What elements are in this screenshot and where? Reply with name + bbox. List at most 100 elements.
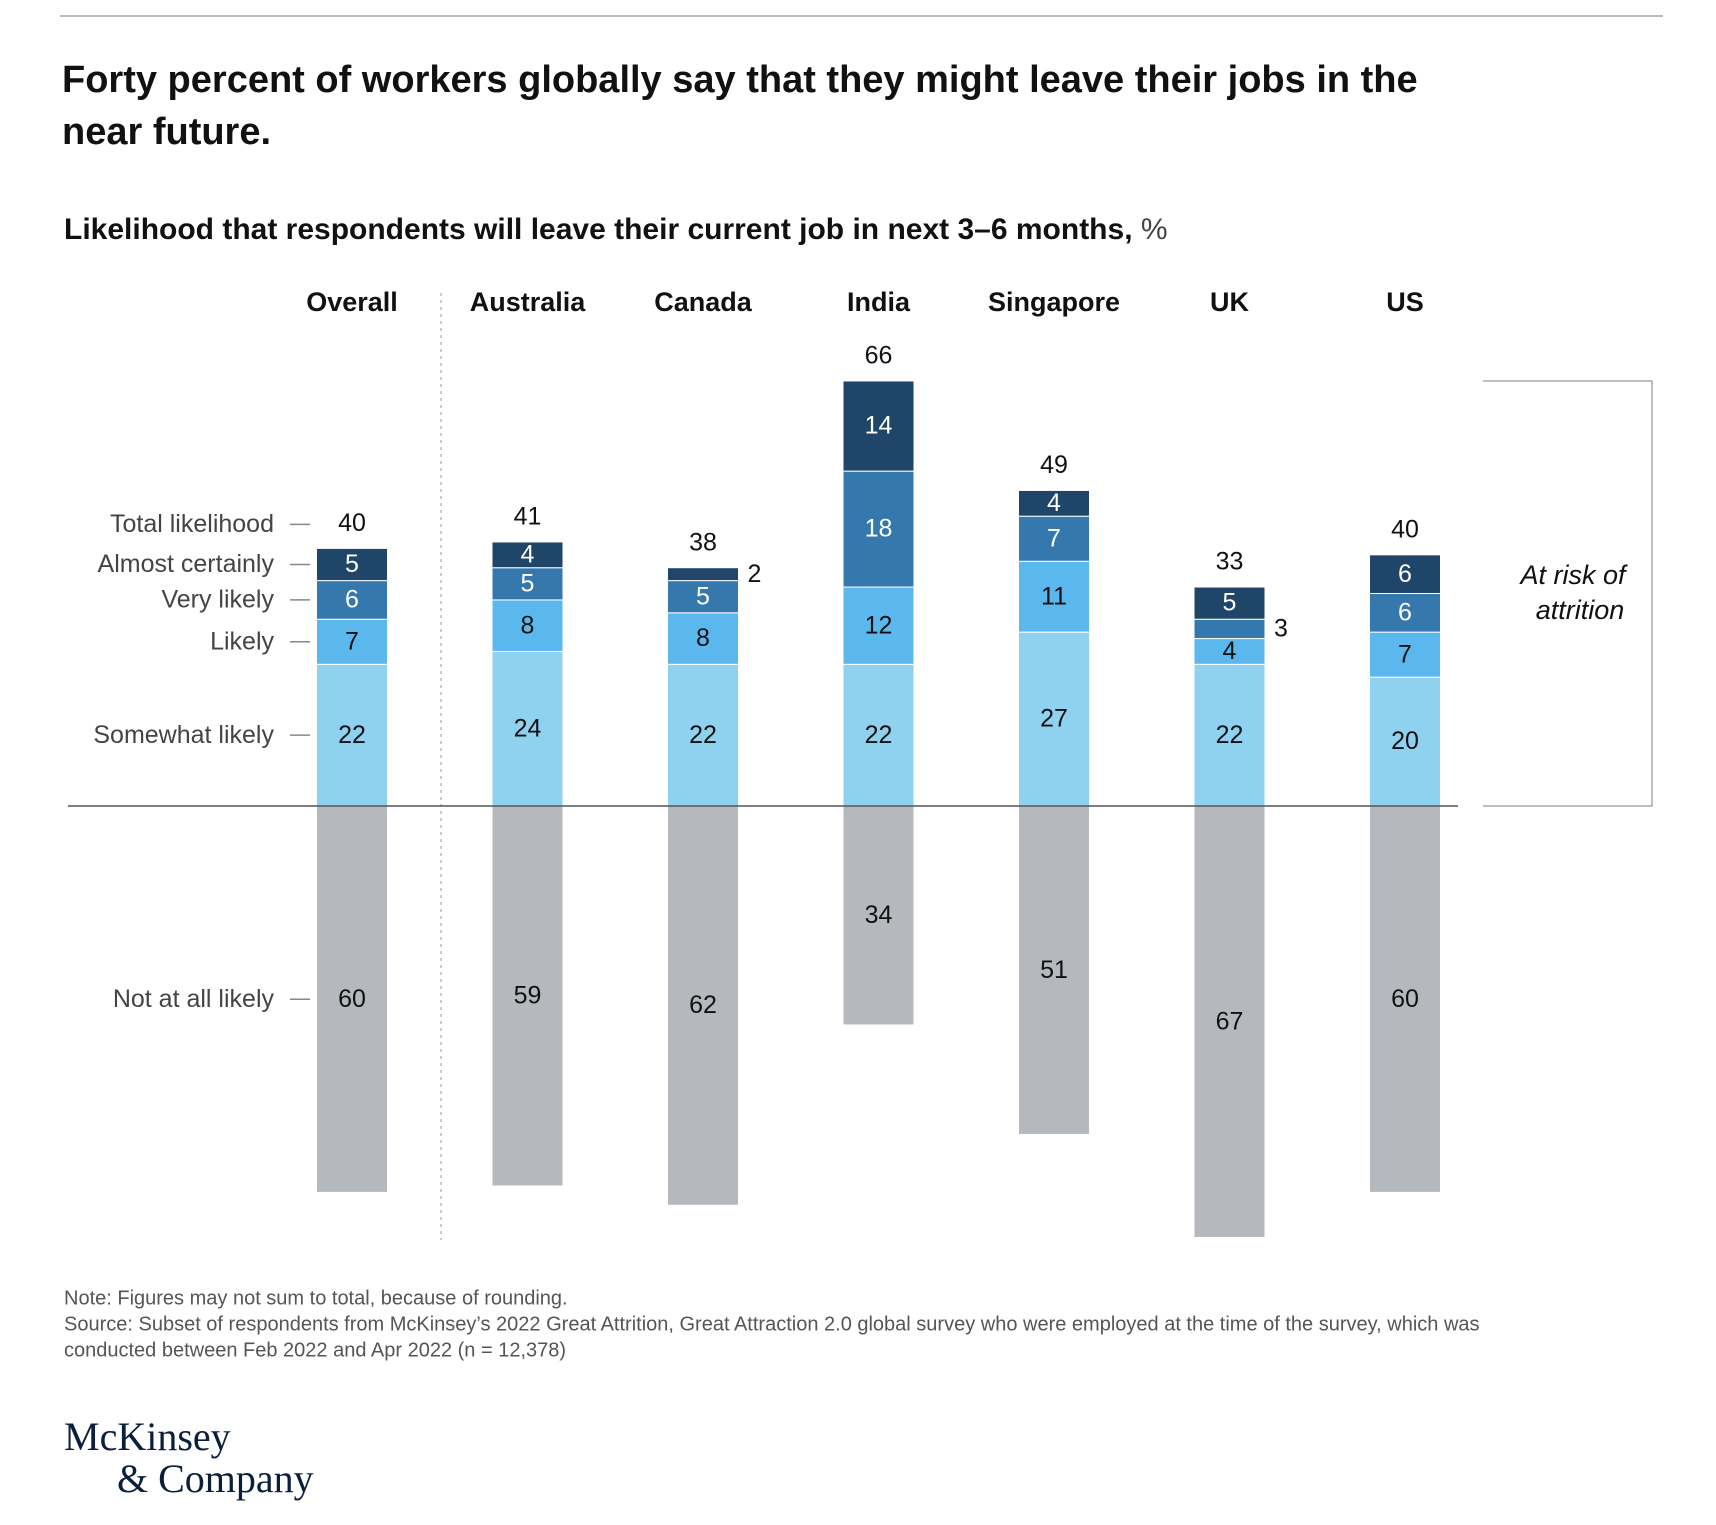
value-label: 12	[865, 611, 893, 639]
legend-label: Very likely	[161, 586, 274, 614]
value-label: 22	[338, 721, 366, 749]
annotation: At risk of	[1518, 560, 1628, 590]
bar-segment	[842, 663, 915, 807]
bar-segment	[491, 650, 564, 807]
category-label: UK	[1210, 287, 1249, 317]
value-label: 27	[1040, 705, 1068, 733]
total-label: 38	[689, 528, 717, 556]
value-label: 60	[1391, 985, 1419, 1013]
legend-label: Almost certainly	[98, 550, 275, 578]
value-label: 11	[1041, 582, 1067, 610]
bar-segment	[491, 567, 564, 601]
bar-segment	[316, 618, 388, 665]
bar-segment	[1193, 618, 1266, 640]
bar-segment	[1193, 805, 1266, 1238]
value-label: 34	[865, 901, 893, 929]
value-label: 14	[865, 412, 893, 440]
bar-segment	[1018, 489, 1090, 517]
source: Source: Subset of respondents from McKin…	[64, 1313, 1480, 1335]
value-label: 7	[1398, 640, 1412, 668]
bracket	[1483, 380, 1653, 807]
value-label: 6	[1398, 598, 1412, 626]
category-label: Overall	[306, 287, 398, 317]
value-label: 6	[1398, 560, 1412, 588]
chart-title: near future.	[62, 111, 271, 153]
bar-segment	[316, 547, 388, 582]
category-label: Singapore	[988, 287, 1120, 317]
total-label: 49	[1040, 451, 1068, 479]
value-label: 22	[1216, 721, 1244, 749]
value-label: 3	[1274, 615, 1288, 643]
bar-segment	[667, 612, 739, 665]
bar-segment	[842, 586, 915, 665]
bar-segment	[842, 805, 915, 1026]
bar-segment	[316, 805, 388, 1193]
total-label: 40	[1391, 515, 1419, 543]
bar-segment	[842, 380, 915, 472]
value-label: 20	[1391, 727, 1419, 755]
bar-segment	[667, 580, 739, 614]
value-label: 8	[696, 624, 710, 652]
subtitle-text: Likelihood that respondents will leave t…	[64, 213, 1133, 246]
category-label: India	[847, 287, 911, 317]
total-label: 66	[865, 342, 893, 370]
legend-label: Somewhat likely	[93, 721, 274, 749]
value-label: 6	[345, 586, 359, 614]
bar-segment	[667, 663, 739, 807]
source: conducted between Feb 2022 and Apr 2022 …	[64, 1339, 566, 1361]
legend-label: Likely	[210, 627, 274, 655]
total-label: 41	[514, 503, 542, 531]
bar-segment	[1193, 663, 1266, 807]
value-label: 4	[521, 540, 535, 568]
value-label: 24	[514, 714, 542, 742]
bar-segment	[1018, 805, 1090, 1135]
value-label: 5	[521, 569, 535, 597]
bar-segment	[667, 567, 739, 582]
bar-segment	[1193, 586, 1266, 620]
category-label: Canada	[654, 287, 753, 317]
bar-segment	[1369, 676, 1441, 807]
value-label: 22	[689, 721, 717, 749]
value-label: 7	[345, 627, 359, 655]
value-label: 18	[865, 515, 893, 543]
value-label: 8	[521, 611, 535, 639]
chart-title: Forty percent of workers globally say th…	[62, 59, 1418, 101]
value-label: 60	[338, 985, 366, 1013]
bar-segment	[667, 805, 739, 1206]
bar-segment	[1369, 631, 1441, 678]
value-label: 4	[1047, 489, 1061, 517]
value-label: 59	[514, 982, 542, 1010]
value-label: 22	[865, 721, 893, 749]
bar-segment	[491, 541, 564, 569]
legend-label: Total likelihood	[110, 510, 274, 538]
value-label: 2	[748, 560, 762, 588]
note: Note: Figures may not sum to total, beca…	[64, 1287, 568, 1309]
bar-segment	[1018, 560, 1090, 633]
annotation: attrition	[1536, 595, 1625, 625]
category-label: Australia	[470, 287, 587, 317]
total-label: 40	[338, 509, 366, 537]
value-label: 4	[1223, 637, 1237, 665]
bar-segment	[1018, 515, 1090, 562]
total-label: 33	[1216, 548, 1244, 576]
bar-segment	[1193, 638, 1266, 665]
value-label: 5	[1223, 589, 1237, 617]
legend-label: Not at all likely	[113, 985, 275, 1013]
subtitle-unit: %	[1141, 213, 1168, 246]
bar-segment	[491, 599, 564, 652]
value-label: 5	[345, 550, 359, 578]
bar-segment	[842, 470, 915, 588]
value-label: 7	[1047, 524, 1061, 552]
logo: & Company	[117, 1456, 314, 1501]
value-label: 5	[696, 582, 710, 610]
bar-segment	[491, 805, 564, 1187]
value-label: 62	[689, 991, 717, 1019]
logo: McKinsey	[64, 1414, 231, 1459]
category-label: US	[1386, 287, 1424, 317]
bar-segment	[1369, 554, 1441, 594]
value-label: 51	[1040, 956, 1068, 984]
bar-segment	[1369, 592, 1441, 633]
chart-subtitle: Likelihood that respondents will leave t…	[64, 213, 1168, 246]
value-label: 67	[1216, 1007, 1244, 1035]
